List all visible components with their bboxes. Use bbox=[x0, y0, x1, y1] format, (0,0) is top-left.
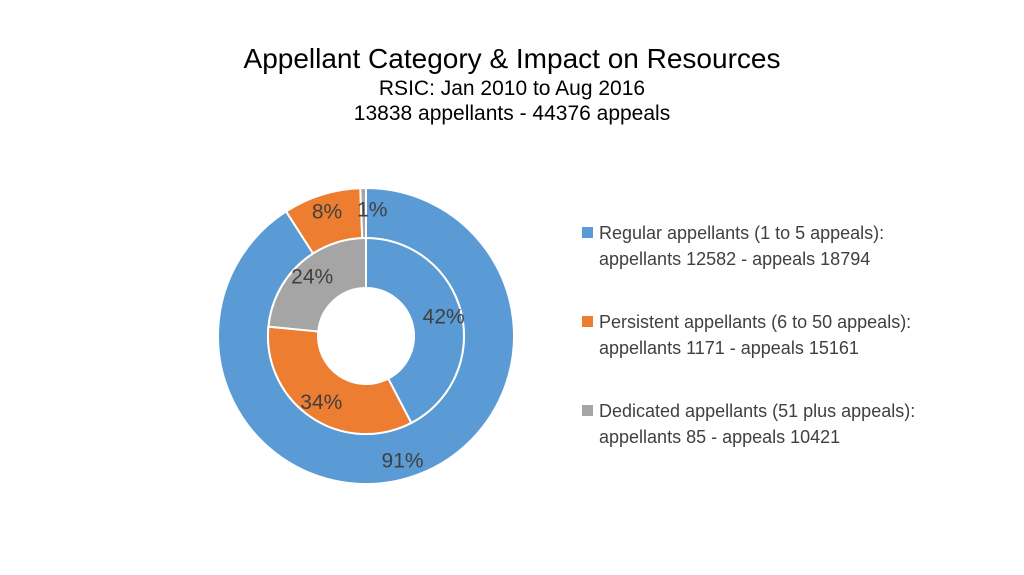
outer-slice-label-dedicated: 1% bbox=[357, 199, 387, 222]
inner-slice-label-persistent: 34% bbox=[300, 391, 342, 414]
chart-titles: Appellant Category & Impact on Resources… bbox=[0, 42, 1024, 126]
chart-subtitle-2: 13838 appellants - 44376 appeals bbox=[353, 102, 671, 125]
inner-ring bbox=[267, 236, 465, 435]
legend-swatch-persistent bbox=[582, 316, 593, 327]
legend: Regular appellants (1 to 5 appeals): app… bbox=[582, 220, 1012, 487]
legend-item-dedicated: Dedicated appellants (51 plus appeals): … bbox=[582, 398, 1012, 450]
inner-slice-label-regular: 42% bbox=[423, 305, 465, 328]
chart-title: Appellant Category & Impact on Resources bbox=[243, 43, 781, 74]
legend-label: Regular appellants (1 to 5 appeals): bbox=[599, 223, 885, 243]
inner-slice-dedicated bbox=[267, 236, 367, 333]
chart-subtitle-1: RSIC: Jan 2010 to Aug 2016 bbox=[378, 77, 646, 100]
legend-item-persistent: Persistent appellants (6 to 50 appeals):… bbox=[582, 309, 1012, 361]
legend-detail: appellants 1171 - appeals 15161 bbox=[599, 338, 859, 358]
inner-slice-regular bbox=[365, 236, 465, 425]
inner-slice-label-dedicated: 24% bbox=[291, 265, 333, 288]
outer-slice-label-persistent: 8% bbox=[312, 200, 342, 223]
outer-ring bbox=[217, 186, 515, 485]
legend-label: Persistent appellants (6 to 50 appeals): bbox=[599, 312, 912, 332]
legend-swatch-dedicated bbox=[582, 405, 593, 416]
inner-slice-persistent bbox=[267, 325, 413, 435]
legend-item-regular: Regular appellants (1 to 5 appeals): app… bbox=[582, 220, 1012, 272]
legend-swatch-regular bbox=[582, 227, 593, 238]
outer-slice-label-regular: 91% bbox=[382, 449, 424, 472]
legend-label: Dedicated appellants (51 plus appeals): bbox=[599, 401, 916, 421]
slice-labels: 42% 34% 24% 91% 8% 1% bbox=[291, 199, 465, 473]
legend-detail: appellants 12582 - appeals 18794 bbox=[599, 249, 871, 269]
legend-detail: appellants 85 - appeals 10421 bbox=[599, 427, 841, 447]
